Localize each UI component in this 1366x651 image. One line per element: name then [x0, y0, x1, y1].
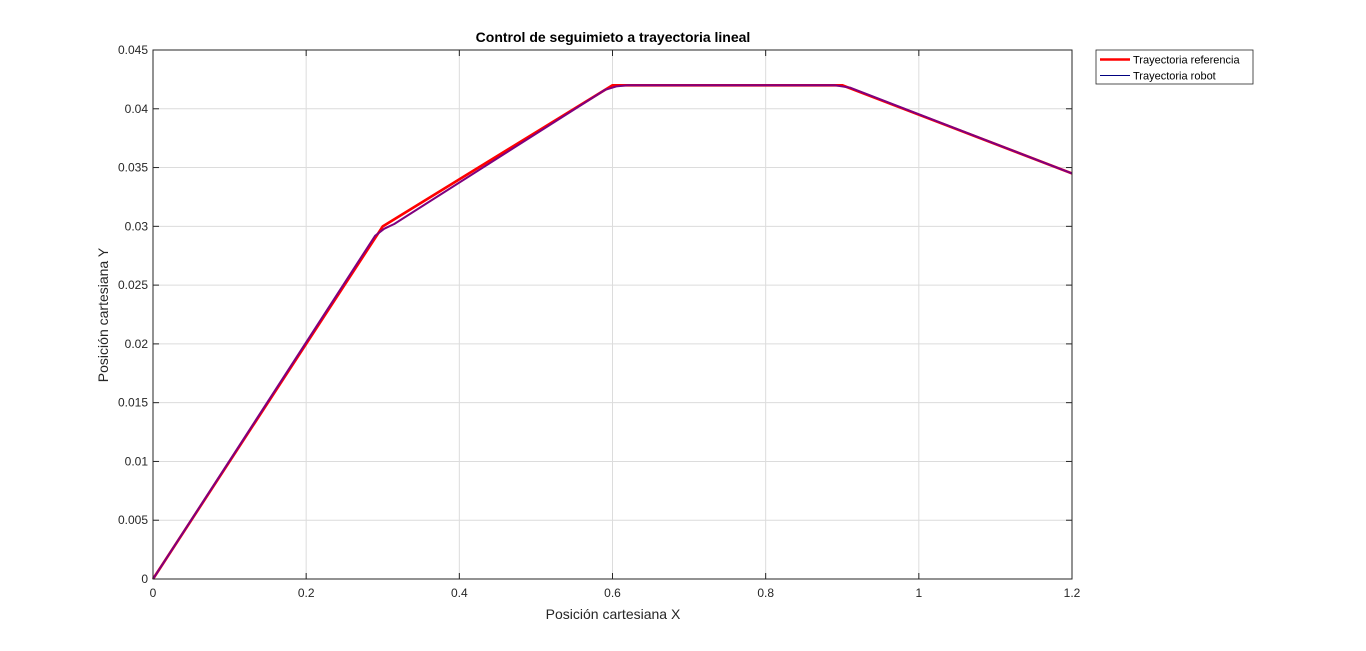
legend: Trayectoria referencia Trayectoria robot — [1095, 49, 1254, 85]
y-tick-label: 0.01 — [125, 454, 149, 468]
y-axis-label: Posición cartesiana Y — [95, 247, 111, 382]
y-tick-label: 0.005 — [118, 513, 148, 527]
x-axis-label: Posición cartesiana X — [546, 606, 681, 622]
x-tick-label: 0.2 — [298, 586, 315, 600]
x-tick-label: 0.4 — [451, 586, 468, 600]
x-tick-label: 0.6 — [604, 586, 621, 600]
x-tick-label: 0.8 — [757, 586, 774, 600]
legend-box — [1095, 49, 1254, 85]
chart-title: Control de seguimieto a trayectoria line… — [476, 29, 751, 45]
y-tick-label: 0.015 — [118, 396, 148, 410]
y-tick-label: 0.03 — [125, 219, 149, 233]
y-tick-label: 0.02 — [125, 337, 149, 351]
y-tick-label: 0.025 — [118, 278, 148, 292]
series-lines — [151, 83, 1073, 580]
axis-ticks: 0 0.2 0.4 0.6 0.8 1 1.2 0 0.005 0.01 0.015 0.02 0.02… — [118, 43, 1081, 600]
x-tick-label: 1.2 — [1064, 586, 1081, 600]
x-tick-label: 0 — [150, 586, 157, 600]
y-tick-label: 0 — [141, 572, 148, 586]
x-tick-label: 1 — [915, 586, 922, 600]
legend-entry-reference: Trayectoria referencia — [1133, 55, 1240, 67]
y-tick-label: 0.035 — [118, 161, 148, 175]
series-overlap-line — [152, 84, 1073, 580]
y-tick-label: 0.045 — [118, 43, 148, 57]
legend-entry-robot: Trayectoria robot — [1133, 71, 1216, 83]
y-tick-label: 0.04 — [125, 102, 149, 116]
grid-lines — [153, 50, 1072, 579]
